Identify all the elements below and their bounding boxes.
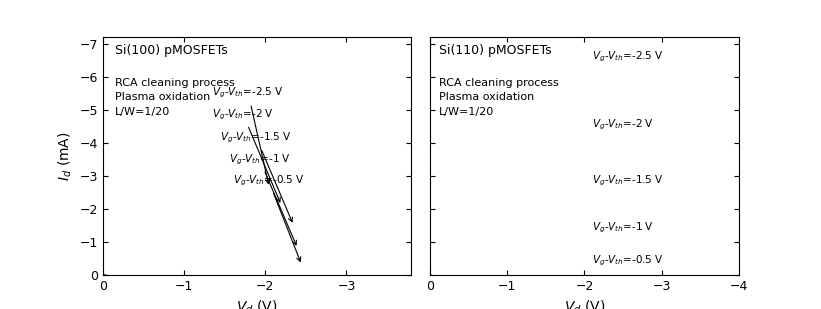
Text: $V_g$-$V_{th}$=-2.5 V: $V_g$-$V_{th}$=-2.5 V — [592, 50, 664, 64]
Text: RCA cleaning process
Plasma oxidation
L/W=1/20: RCA cleaning process Plasma oxidation L/… — [439, 78, 559, 117]
Text: $V_g$-$V_{th}$=-2.5 V: $V_g$-$V_{th}$=-2.5 V — [213, 86, 284, 184]
Text: $V_g$-$V_{th}$=-0.5 V: $V_g$-$V_{th}$=-0.5 V — [592, 254, 664, 268]
Text: $V_g$-$V_{th}$=-2 V: $V_g$-$V_{th}$=-2 V — [213, 108, 280, 202]
Text: $V_g$-$V_{th}$=-2 V: $V_g$-$V_{th}$=-2 V — [592, 117, 654, 132]
X-axis label: $V_d$ (V): $V_d$ (V) — [564, 298, 605, 309]
X-axis label: $V_d$ (V): $V_d$ (V) — [236, 298, 277, 309]
Text: $V_g$-$V_{th}$=-1.5 V: $V_g$-$V_{th}$=-1.5 V — [592, 174, 664, 188]
Text: $V_g$-$V_{th}$=-1 V: $V_g$-$V_{th}$=-1 V — [228, 152, 296, 245]
Y-axis label: $I_d$ (mA): $I_d$ (mA) — [57, 131, 74, 181]
Text: Si(110) pMOSFETs: Si(110) pMOSFETs — [439, 44, 552, 57]
Text: $V_g$-$V_{th}$=-0.5 V: $V_g$-$V_{th}$=-0.5 V — [232, 174, 305, 261]
Text: RCA cleaning process
Plasma oxidation
L/W=1/20: RCA cleaning process Plasma oxidation L/… — [115, 78, 235, 117]
Text: $V_g$-$V_{th}$=-1 V: $V_g$-$V_{th}$=-1 V — [592, 221, 654, 235]
Text: $V_g$-$V_{th}$=-1.5 V: $V_g$-$V_{th}$=-1.5 V — [221, 131, 292, 222]
Text: Si(100) pMOSFETs: Si(100) pMOSFETs — [115, 44, 227, 57]
